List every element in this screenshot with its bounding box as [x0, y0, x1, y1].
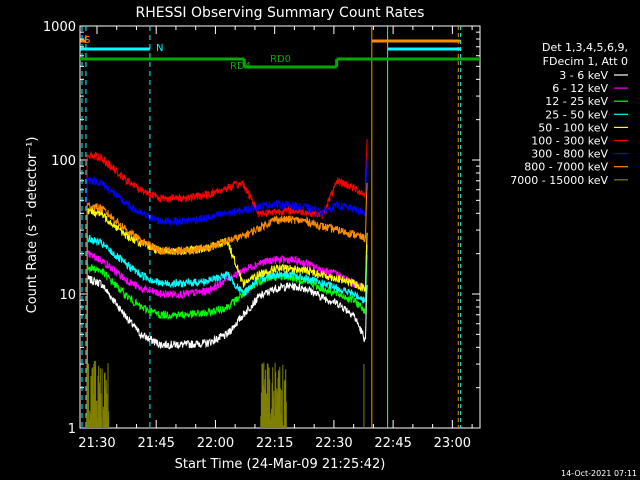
x-tick-label: 22:00 [197, 436, 234, 451]
x-tick-label: 21:30 [78, 436, 115, 451]
flag-label-rd4: RD4 [230, 61, 251, 72]
x-tick-label: 23:00 [434, 436, 471, 451]
flag-label-rd0: RD0 [270, 54, 291, 65]
y-tick-label: 100 [51, 154, 76, 169]
legend-label-5: 100 - 300 keV [531, 135, 608, 148]
series-7000-15000-segment [86, 360, 110, 428]
plot-area: 1 10 100 1000 21:30 21:45 22:00 22:15 22:30 22:45… [43, 20, 481, 451]
x-tick-label: 22:45 [374, 436, 411, 451]
legend-label-3: 25 - 50 keV [545, 108, 608, 121]
series-line-3 [86, 234, 368, 304]
legend-header-line-1: Det 1,3,4,5,6,9, [542, 41, 628, 54]
legend-label-1: 6 - 12 keV [552, 82, 608, 95]
x-tick-label: 22:15 [256, 436, 293, 451]
series-line-1 [87, 232, 368, 300]
legend-label-2: 12 - 25 keV [545, 95, 608, 108]
legend-label-4: 50 - 100 keV [538, 121, 608, 134]
timestamp: 14-Oct-2021 07:11 [561, 469, 637, 478]
series-line-4 [86, 207, 368, 293]
legend-label-0: 3 - 6 keV [559, 69, 608, 82]
legend-label-8: 7000 - 15000 keV [510, 174, 608, 187]
series-line-5 [86, 139, 368, 219]
x-tick-label: 22:30 [315, 436, 352, 451]
y-axis-label: Count Rate (s⁻¹ detector⁻¹) [25, 137, 40, 314]
legend-header-line-2: FDecim 1, Att 0 [543, 55, 628, 68]
flag-label-s: S [84, 35, 90, 46]
x-tick-label: 21:45 [137, 436, 174, 451]
y-tick-label: 1000 [43, 20, 76, 35]
series-line-7 [86, 182, 368, 255]
legend-label-7: 800 - 7000 keV [524, 161, 608, 174]
series-line-0 [86, 275, 368, 350]
flag-label-n: N [156, 43, 163, 54]
series-line-2 [86, 255, 368, 321]
y-tick-label: 10 [59, 288, 76, 303]
series-line-6 [86, 157, 368, 228]
legend-label-6: 300 - 800 keV [531, 148, 608, 161]
chart-title: RHESSI Observing Summary Count Rates [136, 5, 425, 21]
series-7000-15000-segment [260, 362, 287, 428]
x-axis-label: Start Time (24-Mar-09 21:25:42) [175, 457, 386, 472]
y-tick-label: 1 [68, 422, 76, 437]
